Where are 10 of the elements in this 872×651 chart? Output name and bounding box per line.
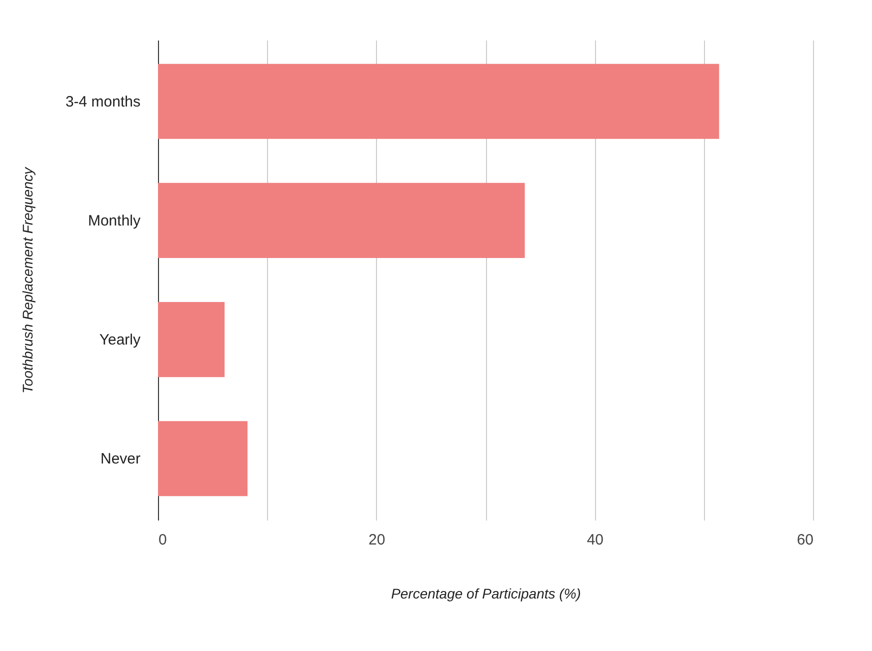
- x-tick-label: 20: [368, 532, 386, 548]
- x-axis-title: Percentage of Participants (%): [391, 586, 581, 602]
- y-tick-label: Yearly: [99, 332, 141, 349]
- y-axis-title: Toothbrush Replacement Frequency: [19, 166, 36, 394]
- x-tick-label: 40: [586, 532, 604, 548]
- y-tick-label: 3-4 months: [65, 93, 140, 110]
- x-tick-label: 0: [158, 532, 167, 548]
- x-tick-label: 60: [796, 532, 814, 548]
- y-tick-label: Monthly: [88, 212, 141, 230]
- y-tick-label: Never: [100, 450, 140, 468]
